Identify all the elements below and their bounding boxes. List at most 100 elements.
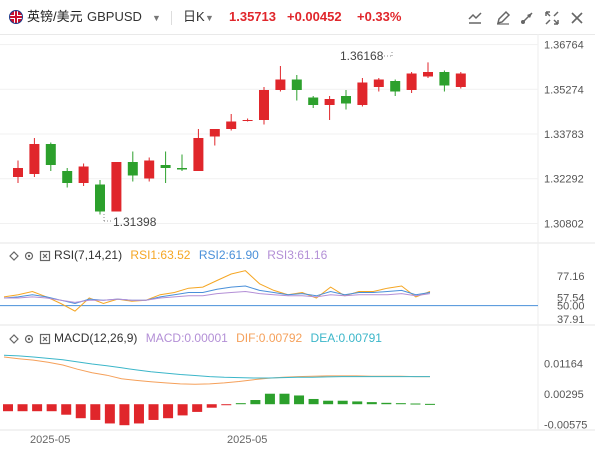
indicator-close-icon[interactable]	[39, 250, 51, 262]
macd-bar-positive	[337, 400, 348, 405]
candle-up	[324, 99, 335, 105]
high-price-annotation: 1.36168	[340, 49, 384, 63]
candle-up	[144, 160, 155, 179]
rsi-lines	[0, 270, 538, 312]
candle-up	[406, 73, 417, 90]
macd-axis-label: -0.00575	[544, 419, 587, 431]
macd-value: MACD:0.00001	[145, 331, 228, 345]
macd-bar-negative	[90, 404, 101, 420]
candle-up	[242, 120, 253, 121]
period-selector[interactable]: 日K	[183, 9, 205, 24]
candle-up	[357, 82, 368, 105]
macd-bar-negative	[192, 404, 203, 412]
rsi1-value: RSI1:63.52	[130, 248, 191, 262]
macd-bar-positive	[352, 401, 363, 405]
candle-up	[373, 79, 384, 87]
candle-up	[259, 90, 269, 120]
candle-down	[177, 168, 187, 170]
indicator-close-icon[interactable]	[39, 333, 51, 345]
rsi-axis-label: 50.00	[557, 301, 585, 313]
macd-series-line	[3, 356, 430, 385]
rsi-axis-label: 37.91	[557, 314, 585, 326]
macd-bar-negative	[148, 404, 159, 420]
macd-bar-negative	[206, 404, 217, 408]
candle-down	[341, 96, 351, 104]
macd-bar-positive	[294, 395, 305, 405]
macd-bar-negative	[3, 404, 13, 412]
collapse-icon[interactable]	[8, 333, 20, 345]
candle-down	[439, 72, 450, 86]
price-axis-label: 1.35274	[544, 84, 584, 96]
date-axis-label: 2025-05	[227, 434, 267, 446]
rsi-axis-label: 77.16	[557, 271, 585, 283]
macd-bar-positive	[366, 402, 377, 405]
draw-line-icon[interactable]	[466, 9, 484, 27]
macd-bar-positive	[395, 403, 406, 405]
candle-up	[455, 73, 466, 87]
macd-bar-negative	[133, 404, 144, 424]
candle-up	[423, 72, 433, 77]
candle-down	[308, 97, 319, 105]
macd-bar-positive	[308, 398, 319, 405]
macd-histogram	[3, 393, 435, 426]
macd-lines	[3, 354, 430, 385]
macd-bar-negative	[119, 404, 130, 426]
eye-icon[interactable]	[518, 9, 536, 27]
chart-header: 英镑/美元 GBPUSD ▼ 日K ▼ 1.35713 +0.00452 +0.…	[0, 0, 595, 35]
macd-header: MACD(12,26,9) MACD:0.00001 DIF:0.00792 D…	[8, 330, 387, 346]
macd-bar-positive	[250, 400, 261, 405]
rsi-series-line	[4, 290, 431, 303]
macd-series-line	[3, 354, 430, 379]
rsi-series-line	[3, 270, 431, 312]
indicator-settings-icon[interactable]	[23, 250, 35, 262]
collapse-icon[interactable]	[8, 250, 20, 262]
price-axis-label: 1.32292	[544, 174, 584, 186]
candle-down	[95, 184, 105, 212]
price-change-percent: +0.33%	[357, 9, 402, 24]
candle-up	[13, 168, 23, 177]
price-axis-label: 1.30802	[544, 218, 584, 230]
symbol-dropdown-caret-icon[interactable]: ▼	[152, 13, 161, 23]
rsi-series-line	[3, 285, 431, 305]
candle-down	[390, 81, 401, 92]
macd-axis-label: 0.00295	[544, 389, 584, 401]
candle-down	[45, 144, 56, 165]
current-price: 1.35713	[229, 9, 276, 24]
uk-flag-icon	[9, 10, 23, 24]
candle-down	[62, 171, 73, 183]
macd-bar-positive	[425, 403, 435, 405]
rsi-name: RSI(7,14,21)	[54, 248, 123, 262]
macd-bar-negative	[75, 404, 86, 419]
rsi3-value: RSI3:61.16	[267, 248, 328, 262]
macd-bar-negative	[177, 404, 188, 416]
symbol-code: GBPUSD	[87, 9, 142, 24]
dea-value: DEA:0.00791	[310, 331, 382, 345]
period-dropdown-caret-icon[interactable]: ▼	[205, 13, 214, 23]
macd-axis-label: 0.01164	[544, 359, 583, 371]
candle-down	[127, 162, 138, 176]
candle-up	[29, 144, 40, 174]
macd-bar-positive	[279, 393, 290, 405]
low-price-annotation: 1.31398	[113, 215, 157, 229]
candle-up	[111, 162, 122, 212]
macd-axis-labels: 0.01164 0.00295 -0.00575	[544, 359, 587, 432]
price-change: +0.00452	[287, 9, 342, 24]
pair-name: 英镑/美元	[27, 9, 83, 24]
candle-down	[160, 165, 171, 168]
expand-icon[interactable]	[543, 9, 561, 27]
settings-icon[interactable]	[568, 9, 586, 27]
price-axis-label: 1.33783	[544, 129, 584, 141]
macd-bar-negative	[104, 404, 115, 424]
macd-bar-positive	[410, 403, 421, 405]
date-axis-label: 2025-05	[30, 434, 70, 446]
macd-bar-negative	[163, 404, 174, 419]
candle-up	[78, 166, 89, 183]
candle-up	[275, 79, 286, 90]
pencil-icon[interactable]	[494, 9, 512, 27]
rsi-axis-label: 57.54	[557, 292, 585, 304]
indicator-settings-icon[interactable]	[23, 333, 35, 345]
macd-bar-negative	[17, 404, 28, 412]
price-axis-labels: 1.36764 1.35274 1.33783 1.32292 1.30802	[544, 40, 584, 231]
